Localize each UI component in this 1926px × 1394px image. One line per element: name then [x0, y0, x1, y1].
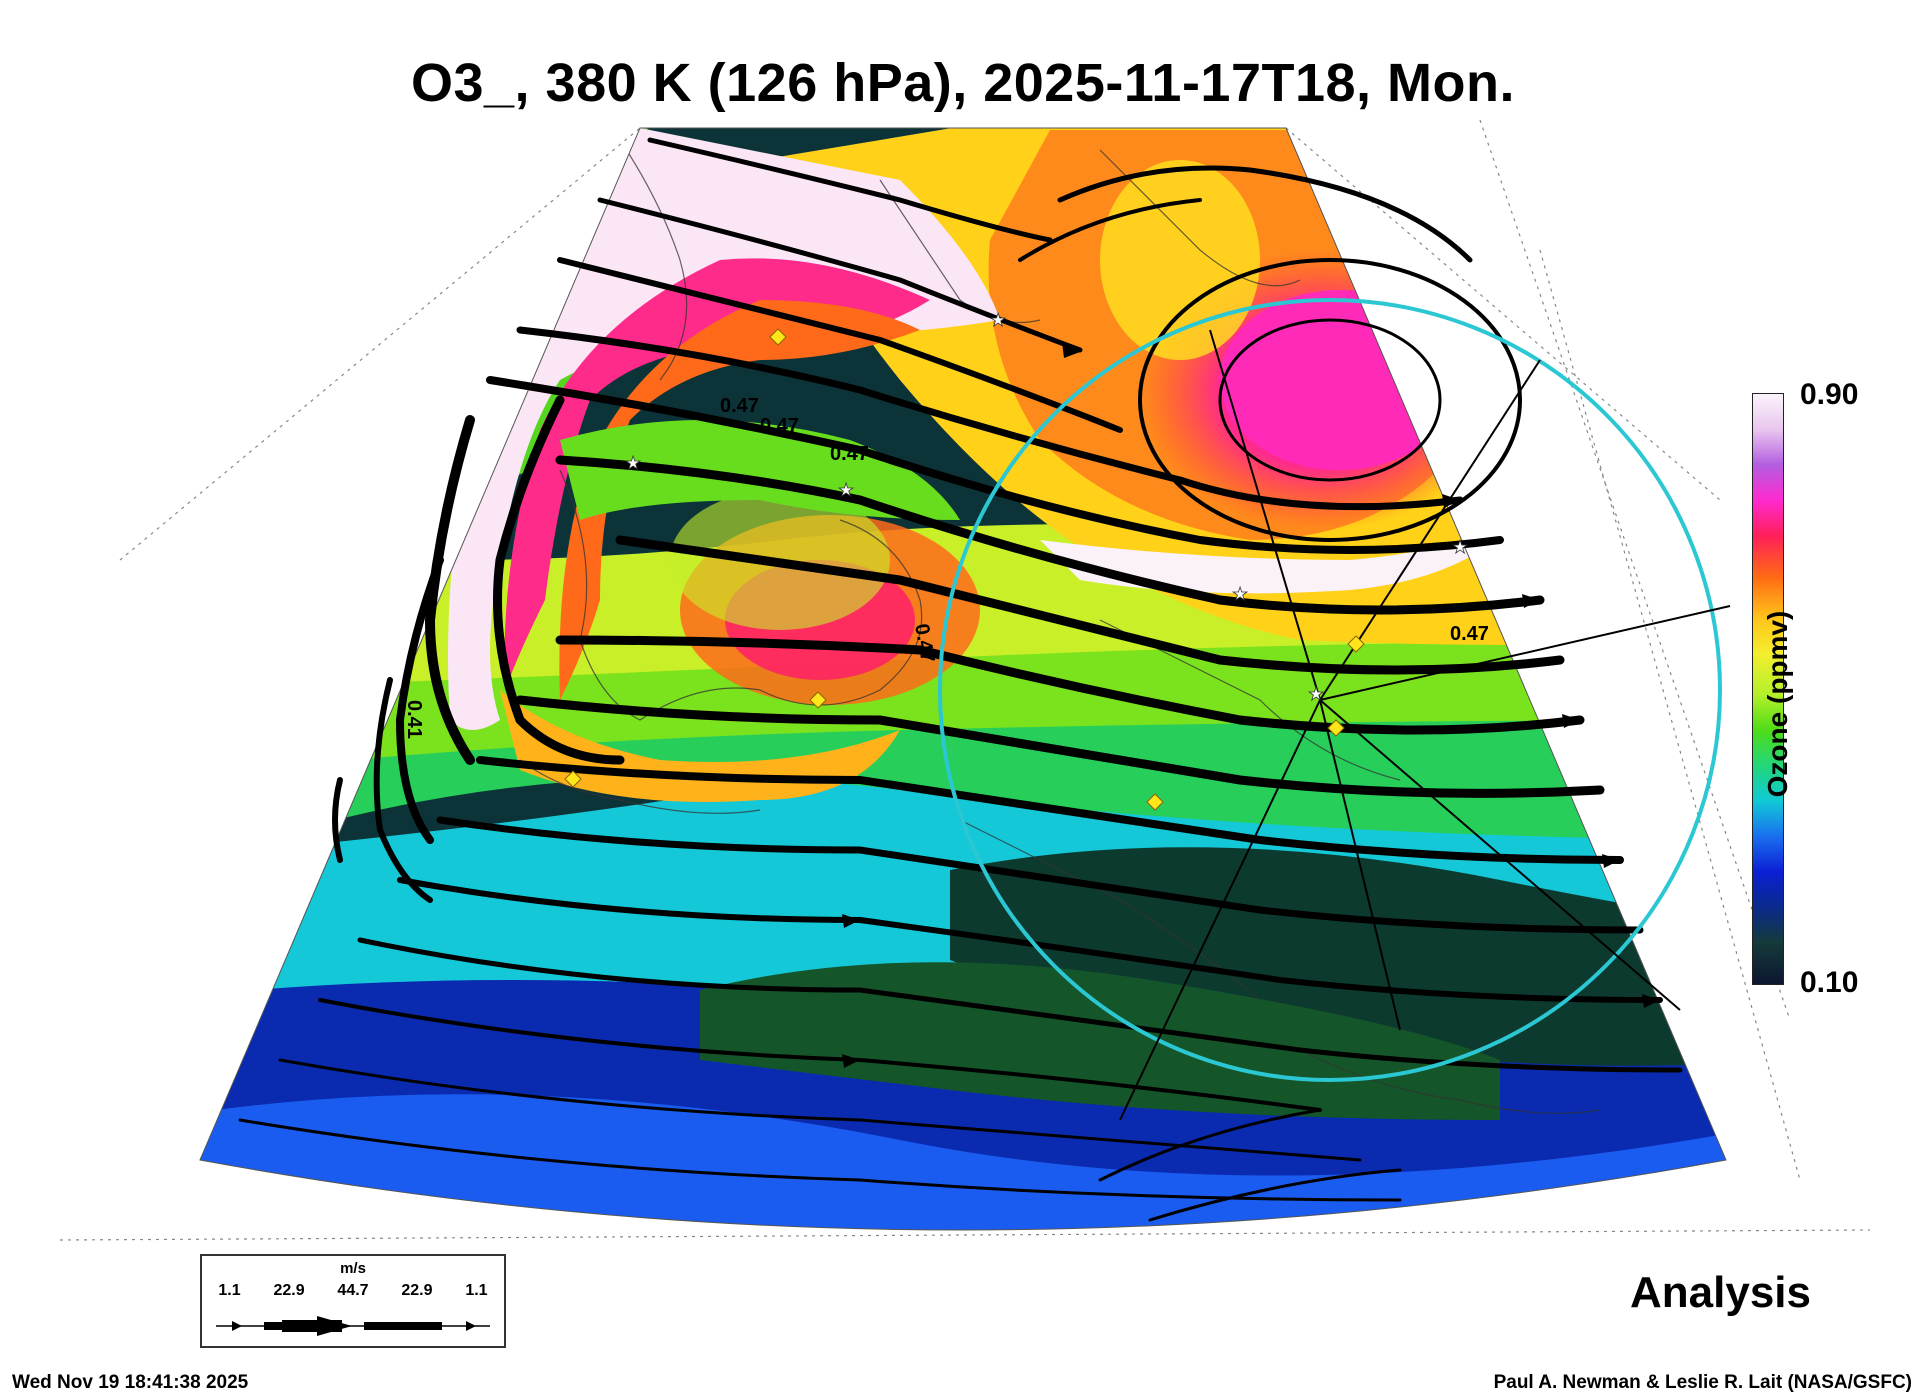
station-diamond	[1146, 793, 1164, 811]
station-diamond	[809, 691, 827, 709]
flight-tracks	[1119, 329, 1731, 1121]
star-marker: ★	[1232, 584, 1248, 604]
star-marker: ★	[625, 453, 641, 473]
credit-line: Paul A. Newman & Leslie R. Lait (NASA/GS…	[1493, 1372, 1912, 1393]
legend-unit: m/s	[340, 1260, 366, 1277]
timestamp: Wed Nov 19 18:41:38 2025	[12, 1372, 249, 1393]
legend-values: 1.1 22.9 44.7 22.9 1.1	[202, 1282, 504, 1300]
contour-label: 0.47	[760, 415, 799, 437]
wind-speed-legend: m/s 1.1 22.9 44.7 22.9 1.1	[200, 1254, 506, 1348]
colorbar-max-label: 0.90	[1800, 378, 1859, 411]
analysis-label: Analysis	[1630, 1268, 1811, 1317]
legend-value: 1.1	[218, 1282, 241, 1299]
legend-value: 44.7	[337, 1282, 369, 1299]
legend-arrow	[216, 1316, 490, 1336]
colorbar-gradient	[1753, 394, 1783, 984]
colorbar-title: Ozone (ppmv)	[1762, 610, 1793, 798]
station-diamond	[564, 770, 582, 788]
station-diamond	[769, 328, 787, 346]
contour-label: 0.47	[720, 395, 759, 417]
graticule	[59, 119, 1871, 1241]
station-diamond	[1327, 719, 1345, 737]
legend-value: 1.1	[465, 1282, 488, 1299]
contour-label: 0.41	[403, 700, 425, 739]
star-marker: ★	[838, 480, 854, 500]
wind-streamlines	[238, 137, 1683, 1222]
contour-label: 0.47	[830, 443, 869, 465]
star-marker: ★	[1452, 537, 1468, 557]
contour-labels: 0.47 0.47 0.47 0.47 0.47 0.41	[403, 395, 1489, 739]
stream-arrowheads	[842, 342, 1660, 1068]
colorbar	[1752, 393, 1784, 985]
star-markers: ★ ★ ★ ★ ★ ★	[625, 310, 1469, 705]
legend-value: 22.9	[401, 1282, 433, 1299]
range-ring	[938, 298, 1722, 1082]
star-marker: ★	[990, 310, 1006, 330]
station-markers	[564, 328, 1365, 811]
legend-value: 22.9	[273, 1282, 305, 1299]
star-marker: ★	[1308, 684, 1324, 704]
contour-label: 0.47	[1450, 623, 1489, 645]
station-diamond	[1347, 635, 1365, 653]
map-title: O3_, 380 K (126 hPa), 2025-11-17T18, Mon…	[410, 53, 1516, 113]
colorbar-min-label: 0.10	[1800, 966, 1859, 999]
